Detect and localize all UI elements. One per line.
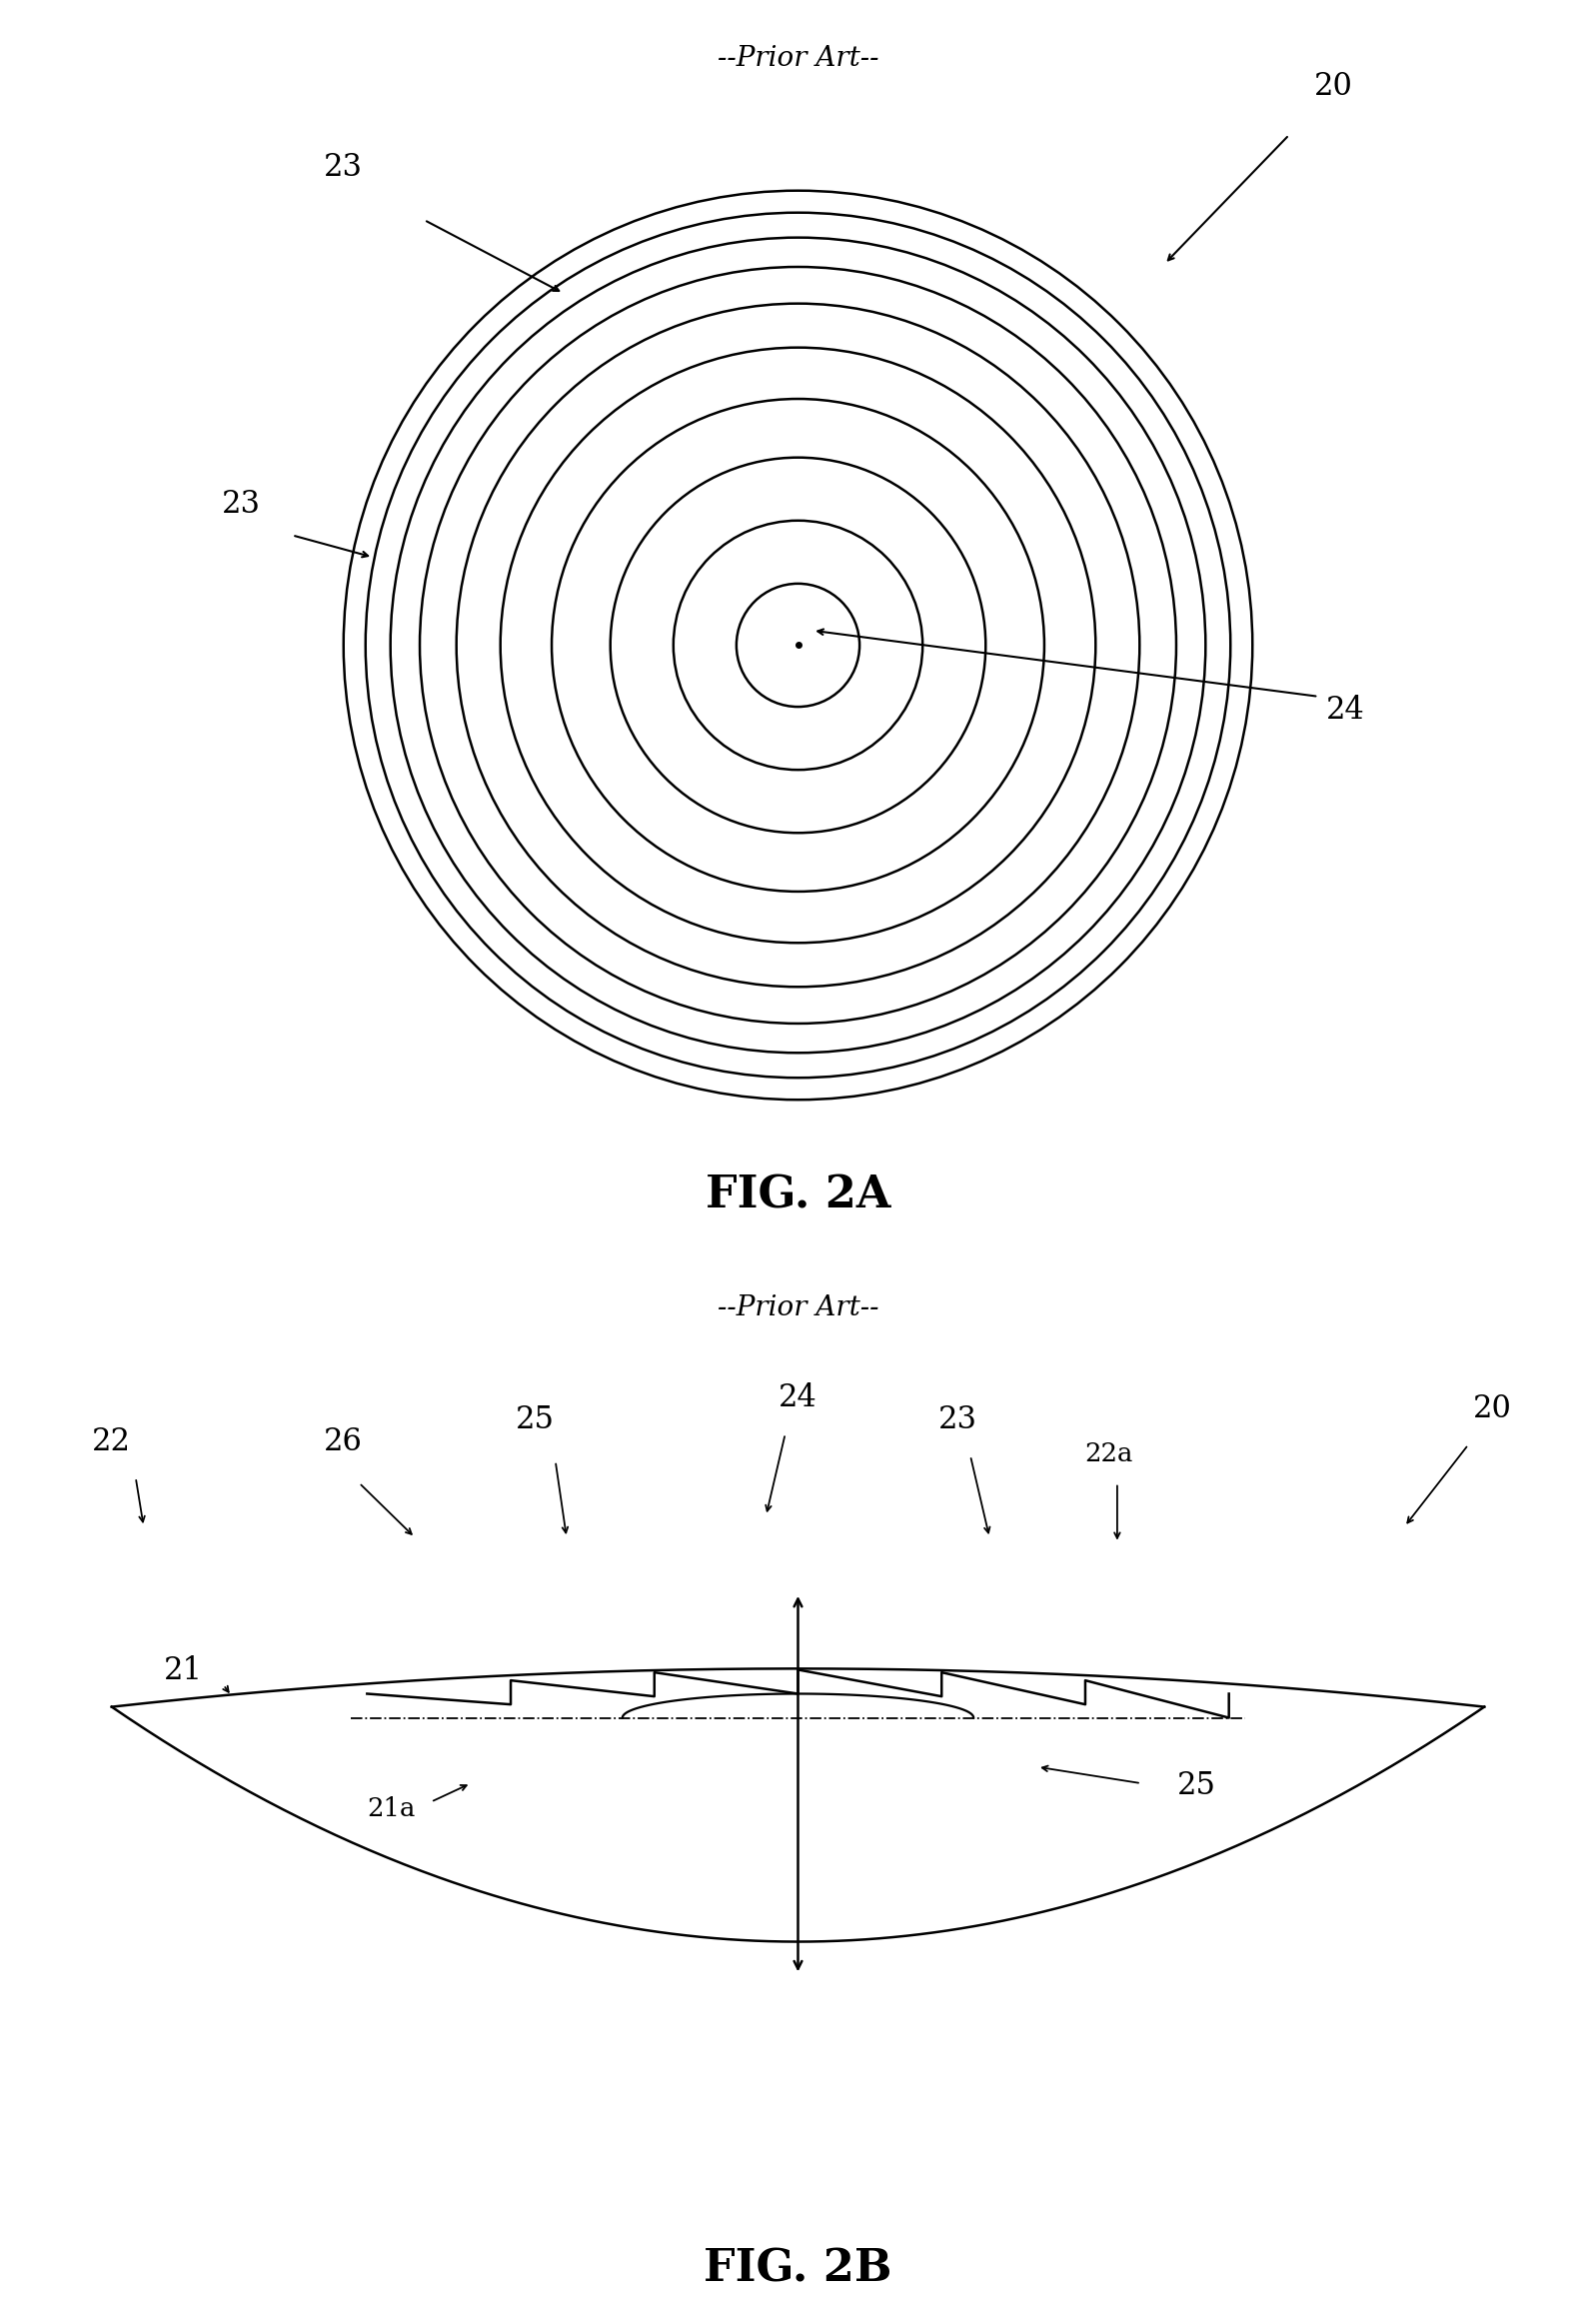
Text: 25: 25	[1178, 1771, 1216, 1801]
Polygon shape	[112, 1669, 1484, 1941]
Text: 23: 23	[324, 151, 362, 184]
Text: 21a: 21a	[367, 1796, 415, 1822]
Text: FIG. 2B: FIG. 2B	[704, 2247, 892, 2291]
Text: --Prior Art--: --Prior Art--	[717, 44, 879, 72]
Text: --Prior Art--: --Prior Art--	[717, 1294, 879, 1322]
Text: 20: 20	[1314, 72, 1352, 102]
Text: 26: 26	[324, 1427, 362, 1457]
Text: 23: 23	[938, 1404, 977, 1436]
Text: 24: 24	[1326, 695, 1365, 725]
Text: 22a: 22a	[1085, 1441, 1133, 1466]
Text: 24: 24	[779, 1383, 817, 1413]
Text: 22: 22	[93, 1427, 131, 1457]
Text: FIG. 2A: FIG. 2A	[705, 1174, 891, 1215]
Text: 25: 25	[516, 1404, 554, 1436]
Text: 21: 21	[164, 1655, 203, 1687]
Text: 20: 20	[1473, 1394, 1511, 1425]
Text: 23: 23	[222, 490, 260, 521]
